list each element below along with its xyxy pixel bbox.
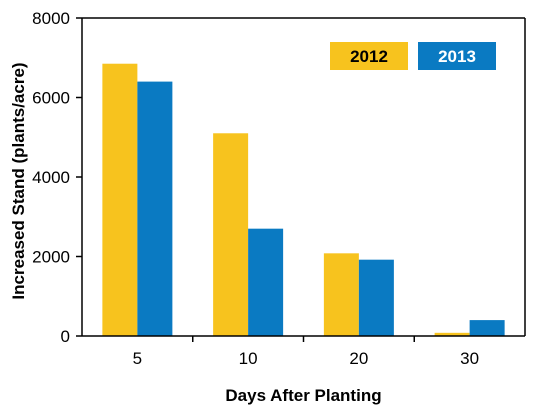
bars-layer xyxy=(102,63,505,337)
bar-2013-20 xyxy=(358,259,394,336)
y-tick-label: 6000 xyxy=(32,89,70,108)
legend-label-2012: 2012 xyxy=(350,47,388,66)
bar-2013-10 xyxy=(248,228,284,336)
bar-2013-30 xyxy=(469,320,505,336)
x-tick-label: 30 xyxy=(460,349,479,368)
legend: 2012 2013 xyxy=(330,42,496,70)
legend-swatch-2012 xyxy=(330,42,408,70)
bar-2012-5 xyxy=(102,63,138,337)
y-tick-label: 2000 xyxy=(32,248,70,267)
bar-2012-20 xyxy=(323,253,359,336)
x-tick-label: 5 xyxy=(133,349,142,368)
bar-2012-30 xyxy=(434,332,470,336)
y-tick-label: 8000 xyxy=(32,9,70,28)
y-axis-title: Increased Stand (plants/acre) xyxy=(9,62,28,299)
x-tick-label: 10 xyxy=(239,349,258,368)
y-tick-label: 4000 xyxy=(32,168,70,187)
y-tick-label: 0 xyxy=(61,327,70,346)
ticks-layer: 0 2000 4000 6000 8000 5 10 20 30 xyxy=(32,9,479,368)
bar-2012-10 xyxy=(213,133,249,336)
x-axis-title: Days After Planting xyxy=(225,386,381,405)
legend-label-2013: 2013 xyxy=(438,47,476,66)
bar-2013-5 xyxy=(137,81,173,336)
legend-swatch-2013 xyxy=(418,42,496,70)
x-tick-label: 20 xyxy=(349,349,368,368)
